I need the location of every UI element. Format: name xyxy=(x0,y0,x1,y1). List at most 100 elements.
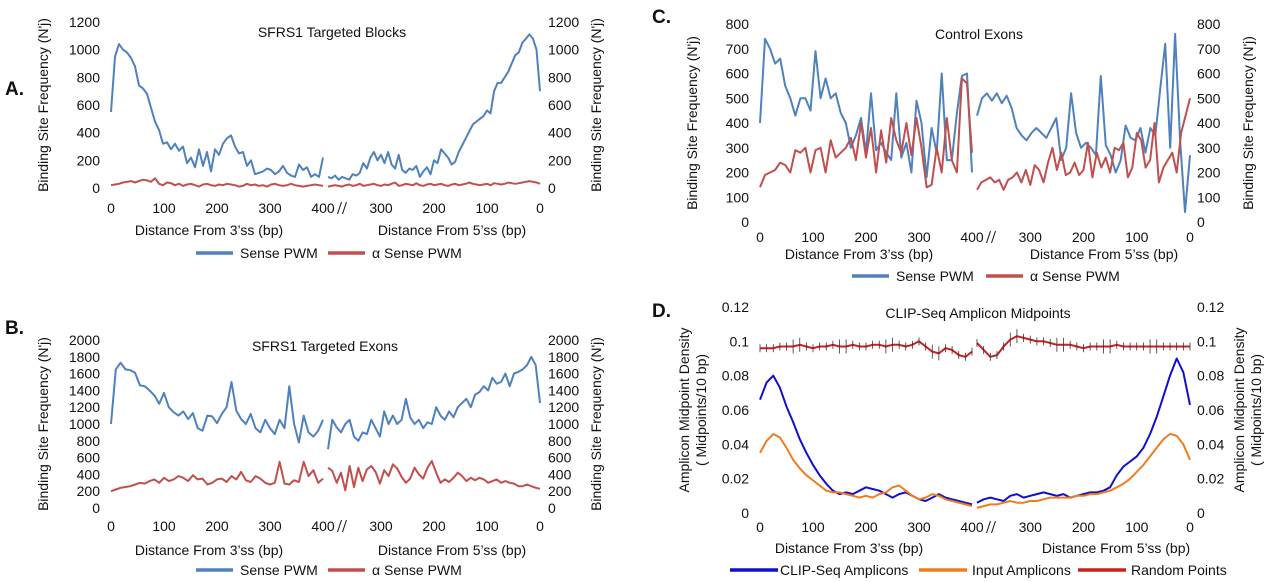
x-tick-label-right: 100 xyxy=(475,200,499,216)
y-tick-label-right: 600 xyxy=(548,450,572,466)
y-tick-label-right: 600 xyxy=(1197,66,1221,82)
legend-label: α Sense PWM xyxy=(372,562,462,578)
y-tick-label-left: 1000 xyxy=(69,416,100,432)
x-tick-label-right: 300 xyxy=(369,518,393,534)
y-tick-label-left: 0.08 xyxy=(722,368,749,384)
axis-break-mark xyxy=(991,230,996,244)
y-axis-title-left: Binding Site Frequency (N'j) xyxy=(35,18,51,192)
series-line-sense-pwm-right xyxy=(327,355,541,450)
legend-label: α Sense PWM xyxy=(1030,268,1120,284)
x-tick-label-left: 0 xyxy=(107,518,115,534)
x-tick-label-right: 100 xyxy=(1125,519,1149,535)
y-tick-label-right: 300 xyxy=(1197,140,1221,156)
y-tick-label-left: 0.06 xyxy=(722,402,749,418)
legend-label: Sense PWM xyxy=(896,268,974,284)
chart-title: SFRS1 Targeted Blocks xyxy=(258,24,406,40)
y-tick-label-right: 0 xyxy=(1197,214,1205,230)
x-axis-title-left: Distance From 3’ss (bp) xyxy=(785,246,933,262)
y-tick-label-left: 500 xyxy=(726,90,750,106)
x-tick-label-left: 200 xyxy=(854,229,878,245)
y-tick-label-left: 0.02 xyxy=(722,471,749,487)
panel-letter: C. xyxy=(652,7,671,28)
x-tick-label-left: 400 xyxy=(960,519,984,535)
x-tick-label-left: 0 xyxy=(756,519,764,535)
x-tick-label-right: 0 xyxy=(1186,519,1194,535)
y-tick-label-right: 1000 xyxy=(548,42,579,58)
y-tick-label-right: 0.08 xyxy=(1197,368,1224,384)
x-tick-label-left: 100 xyxy=(801,519,825,535)
y-tick-label-right: 800 xyxy=(548,69,572,85)
x-tick-label-right: 0 xyxy=(536,518,544,534)
x-tick-label-right: 0 xyxy=(536,200,544,216)
y-axis-title-right: Binding Site Frequency (N'j) xyxy=(1240,36,1256,210)
x-tick-label-left: 300 xyxy=(907,229,931,245)
legend-label: Random Points xyxy=(1131,562,1227,578)
y-tick-label-left: 0.12 xyxy=(722,299,749,315)
series-line-input-amplicons-right xyxy=(976,433,1191,509)
legend-label: Input Amplicons xyxy=(972,562,1071,578)
y-tick-label-right: 400 xyxy=(1197,115,1221,131)
y-tick-label-left: 600 xyxy=(77,97,101,113)
legend: CLIP-Seq Amplicons Input Amplicons Random … xyxy=(730,562,1227,578)
y-axis-subtitle-right: ( Midpoints/10 bp) xyxy=(1248,354,1264,466)
y-tick-label-right: 400 xyxy=(548,466,572,482)
x-tick-label-left: 100 xyxy=(801,229,825,245)
series-line-sense-pwm-right xyxy=(976,98,1191,191)
y-tick-label-left: 800 xyxy=(726,16,750,32)
series-line-clip-seq-amplicons-left xyxy=(759,374,973,506)
panel-letter: A. xyxy=(5,79,24,100)
y-tick-label-right: 1200 xyxy=(548,399,579,415)
x-tick-label-left: 100 xyxy=(152,518,176,534)
y-tick-label-right: 1800 xyxy=(548,349,579,365)
panel-letter: B. xyxy=(5,318,24,339)
y-tick-label-right: 1000 xyxy=(548,416,579,432)
x-tick-label-left: 400 xyxy=(960,229,984,245)
y-tick-label-right: 800 xyxy=(548,433,572,449)
x-tick-label-left: 400 xyxy=(311,518,335,534)
x-tick-label-left: 200 xyxy=(205,200,229,216)
y-tick-label-left: 0 xyxy=(741,505,749,521)
y-tick-label-right: 2000 xyxy=(548,332,579,348)
y-tick-label-right: 0.1 xyxy=(1197,333,1217,349)
y-axis-title-left: Binding Site Frequency (N'j) xyxy=(35,337,51,511)
y-tick-label-left: 600 xyxy=(77,450,101,466)
legend: Sense PWM α Sense PWM xyxy=(196,245,462,261)
x-tick-label-left: 100 xyxy=(152,200,176,216)
y-tick-label-left: 0.04 xyxy=(722,436,749,452)
y-tick-label-right: 1600 xyxy=(548,366,579,382)
y-tick-label-left: 0 xyxy=(92,500,100,516)
series-line-sense-pwm-left xyxy=(759,77,973,189)
series-line-input-amplicons-left xyxy=(759,433,973,508)
series-line-sense-pwm-left xyxy=(110,460,324,493)
y-tick-label-right: 800 xyxy=(1197,16,1221,32)
y-tick-label-right: 100 xyxy=(1197,189,1221,205)
x-tick-label-right: 200 xyxy=(1072,519,1096,535)
y-tick-label-right: 500 xyxy=(1197,90,1221,106)
series-line-clip-seq-amplicons-right xyxy=(976,357,1191,504)
y-tick-label-right: 0 xyxy=(548,500,556,516)
x-tick-label-right: 100 xyxy=(1125,229,1149,245)
x-tick-label-right: 0 xyxy=(1186,229,1194,245)
y-tick-label-left: 0 xyxy=(741,214,749,230)
y-tick-label-left: 1000 xyxy=(69,42,100,58)
x-axis-title-right: Distance From 5’ss (bp) xyxy=(1042,540,1190,556)
series-line-sense-pwm-right xyxy=(327,33,541,181)
y-tick-label-right: 200 xyxy=(548,152,572,168)
legend-label: α Sense PWM xyxy=(372,245,462,261)
x-tick-label-left: 0 xyxy=(756,229,764,245)
y-tick-label-left: 200 xyxy=(726,165,750,181)
axis-break-mark xyxy=(986,230,991,244)
x-tick-label-left: 400 xyxy=(311,200,335,216)
y-tick-label-right: 600 xyxy=(548,97,572,113)
x-tick-label-right: 300 xyxy=(369,200,393,216)
axis-break-mark xyxy=(991,520,996,534)
y-tick-label-left: 400 xyxy=(726,115,750,131)
y-tick-label-left: 1200 xyxy=(69,399,100,415)
y-tick-label-left: 1800 xyxy=(69,349,100,365)
x-axis-title-left: Distance From 3’ss (bp) xyxy=(775,540,923,556)
axis-break-mark xyxy=(342,201,347,215)
x-tick-label-right: 200 xyxy=(1072,229,1096,245)
